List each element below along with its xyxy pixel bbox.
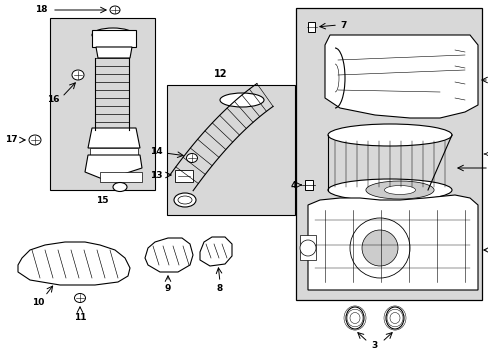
Text: 11: 11 [74,313,86,322]
Text: 3: 3 [371,341,377,350]
Polygon shape [96,47,132,58]
Ellipse shape [186,153,197,162]
Text: 17: 17 [5,135,18,144]
Ellipse shape [365,181,433,199]
Ellipse shape [98,31,128,40]
Text: 12: 12 [214,69,227,79]
Bar [100,172,142,182]
Polygon shape [18,242,130,285]
Ellipse shape [346,307,363,329]
Polygon shape [88,128,140,148]
Text: 4: 4 [290,180,296,189]
Polygon shape [175,170,193,182]
Text: 2: 2 [486,246,488,255]
Polygon shape [299,235,315,260]
Bar [295,8,481,300]
Bar [307,22,314,32]
Ellipse shape [74,293,85,302]
Ellipse shape [178,196,192,204]
Text: 18: 18 [36,5,48,14]
Text: 8: 8 [217,284,223,293]
Text: 16: 16 [47,95,60,104]
Ellipse shape [110,6,120,14]
Bar [90,148,138,156]
Text: 9: 9 [164,284,171,293]
Bar [305,180,312,190]
Ellipse shape [384,185,415,194]
Ellipse shape [174,193,196,207]
Text: 6: 6 [486,76,488,85]
Circle shape [349,218,409,278]
Bar [50,18,155,190]
Bar [167,85,294,215]
Text: 14: 14 [150,148,163,157]
Ellipse shape [72,70,84,80]
Ellipse shape [29,135,41,145]
Circle shape [361,230,397,266]
Polygon shape [200,237,231,266]
Ellipse shape [385,307,403,329]
Ellipse shape [220,93,264,107]
Text: 10: 10 [32,298,44,307]
Ellipse shape [327,179,451,201]
Ellipse shape [92,28,134,42]
Text: 7: 7 [339,21,346,30]
Polygon shape [92,30,136,47]
Circle shape [299,240,315,256]
Text: 15: 15 [96,196,108,205]
Polygon shape [145,238,193,272]
Polygon shape [307,195,477,290]
Text: 13: 13 [150,171,163,180]
Polygon shape [325,35,477,118]
Text: 1: 1 [486,149,488,158]
Ellipse shape [327,124,451,146]
Text: 5: 5 [486,163,488,172]
Ellipse shape [113,183,127,192]
Polygon shape [85,155,142,180]
